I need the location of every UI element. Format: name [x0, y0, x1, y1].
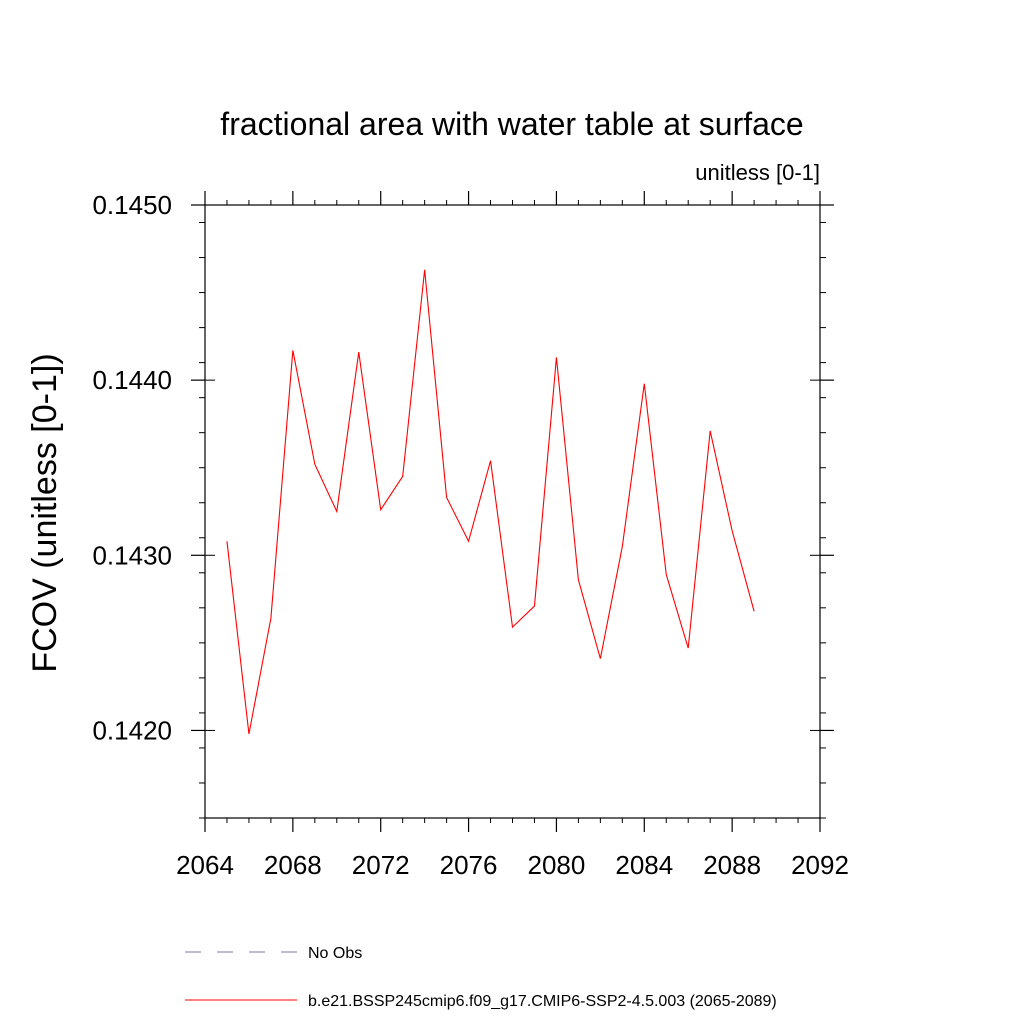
y-tick-label: 0.1420 [92, 715, 172, 745]
x-tick-label: 2068 [264, 850, 322, 880]
chart-subtitle: unitless [0-1] [695, 160, 820, 185]
axes: 2064 2068 2072 2076 2080 2084 2088 2092 0.1420 0.… [92, 190, 848, 880]
y-tick-label: 0.1430 [92, 540, 172, 570]
x-tick-label: 2080 [528, 850, 586, 880]
x-tick-label: 2088 [703, 850, 761, 880]
series-layer [226, 269, 755, 735]
x-tick-label: 2084 [615, 850, 673, 880]
chart-title: fractional area with water table at surf… [220, 106, 803, 142]
x-tick-label: 2076 [440, 850, 498, 880]
legend-label: b.e21.BSSP245cmip6.f09_g17.CMIP6-SSP2-4.… [308, 993, 777, 1010]
legend-label: No Obs [308, 945, 362, 962]
legend: No Obs b.e21.BSSP245cmip6.f09_g17.CMIP6-S… [185, 945, 777, 1010]
series-line [226, 269, 755, 735]
x-tick-label: 2092 [791, 850, 849, 880]
y-axis-label: FCOV (unitless [0-1]) [26, 353, 64, 672]
y-tick-label: 0.1440 [92, 365, 172, 395]
x-tick-label: 2064 [176, 850, 234, 880]
y-tick-label: 0.1450 [92, 190, 172, 220]
x-tick-label: 2072 [352, 850, 410, 880]
